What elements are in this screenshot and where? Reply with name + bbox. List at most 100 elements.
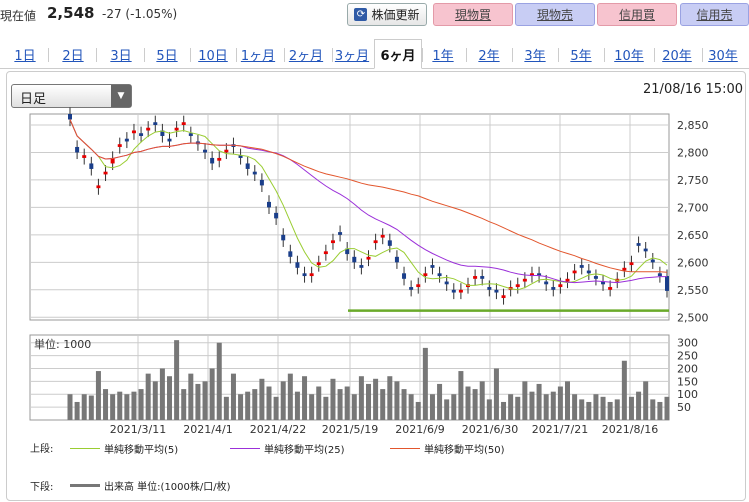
- candle-body: [480, 276, 485, 279]
- margin-sell-button[interactable]: 信用売: [680, 3, 749, 26]
- x-axis-label: 2021/4/1: [183, 423, 232, 436]
- period-select[interactable]: 日足 ▼: [11, 84, 132, 108]
- candle-body: [131, 130, 136, 134]
- cash-sell-button[interactable]: 現物売: [515, 3, 595, 26]
- candle-body: [437, 273, 442, 277]
- tab-0[interactable]: 1日: [14, 48, 36, 64]
- candle-body: [473, 276, 478, 279]
- chart-panel: [6, 71, 746, 501]
- volume-bar: [131, 391, 137, 420]
- volume-bar: [657, 401, 663, 420]
- volume-bar: [202, 381, 208, 420]
- candle-body: [366, 256, 371, 260]
- tab-12[interactable]: 5年: [570, 48, 592, 64]
- candle-body: [252, 171, 257, 175]
- candle-body: [188, 133, 193, 136]
- volume-bar: [252, 389, 258, 420]
- candle-body: [210, 157, 215, 164]
- candle-body: [345, 248, 350, 255]
- tab-separator: [190, 48, 191, 62]
- tab-separator: [604, 48, 605, 62]
- candle-body: [572, 270, 577, 274]
- candle-body: [387, 240, 392, 246]
- refresh-price-button[interactable]: ⟳ 株価更新: [347, 3, 427, 26]
- volume-bar: [230, 373, 236, 420]
- tab-2[interactable]: 3日: [110, 48, 132, 64]
- candle-body: [608, 287, 613, 290]
- volume-bar: [579, 399, 585, 420]
- legend-ma50: 単純移動平均(50): [424, 445, 505, 456]
- candle-body: [544, 281, 549, 285]
- candle-body: [96, 185, 101, 189]
- volume-bar: [294, 391, 300, 420]
- volume-bar: [636, 391, 642, 420]
- volume-bar: [330, 378, 336, 420]
- candle-body: [75, 146, 80, 153]
- volume-bar: [387, 376, 393, 420]
- tab-3[interactable]: 5日: [156, 48, 178, 64]
- volume-bar: [309, 394, 315, 420]
- refresh-price-label: 株価更新: [371, 8, 420, 22]
- candle-body: [316, 262, 321, 266]
- tab-8[interactable]: 6ヶ月: [374, 39, 422, 69]
- volume-bar: [607, 401, 613, 420]
- candle-body: [181, 122, 186, 125]
- ma25-swatch: [230, 448, 260, 449]
- tab-separator: [48, 48, 49, 62]
- tab-4[interactable]: 10日: [198, 48, 228, 64]
- price-tick-label: 2,600: [677, 256, 709, 269]
- volume-bar: [195, 383, 201, 420]
- volume-bar: [472, 389, 478, 420]
- candle-body: [622, 267, 627, 271]
- volume-bar: [586, 401, 592, 420]
- candle-body: [103, 171, 108, 175]
- volume-bar: [174, 340, 180, 420]
- volume-bar: [614, 399, 620, 420]
- candle-body: [636, 243, 641, 246]
- tab-6[interactable]: 2ヶ月: [288, 48, 324, 64]
- volume-bar: [238, 394, 244, 420]
- price-tick-label: 2,500: [677, 311, 709, 324]
- candle-body: [68, 114, 72, 120]
- volume-bar: [486, 399, 492, 420]
- tab-15[interactable]: 30年: [708, 48, 738, 64]
- price-tick-label: 2,750: [677, 174, 709, 187]
- cash-buy-button[interactable]: 現物買: [433, 3, 513, 26]
- candle-body: [601, 281, 606, 285]
- candle-body: [394, 256, 399, 263]
- volume-bar: [358, 376, 364, 420]
- volume-bar: [543, 394, 549, 420]
- candle-body: [281, 234, 286, 241]
- price-tick-label: 2,800: [677, 146, 709, 159]
- legend-lower-label: 下段:: [30, 481, 54, 493]
- volume-tick-label: 150: [677, 375, 698, 388]
- volume-tick-label: 100: [677, 388, 698, 401]
- volume-bar: [508, 394, 514, 420]
- candle-body: [451, 289, 456, 293]
- ma50-swatch: [390, 448, 420, 449]
- tab-13[interactable]: 10年: [614, 48, 644, 64]
- volume-bar: [458, 371, 464, 420]
- tab-14[interactable]: 20年: [662, 48, 692, 64]
- tab-10[interactable]: 2年: [478, 48, 500, 64]
- tab-1[interactable]: 2日: [62, 48, 84, 64]
- chart-legend: 上段: 単純移動平均(5) 単純移動平均(25) 単純移動平均(50) 下段: …: [30, 440, 680, 496]
- volume-bar: [117, 391, 123, 420]
- tab-separator: [236, 48, 237, 62]
- margin-buy-button[interactable]: 信用買: [597, 3, 677, 26]
- tab-5[interactable]: 1ヶ月: [240, 48, 276, 64]
- volume-bar: [465, 386, 471, 420]
- tab-9[interactable]: 1年: [432, 48, 454, 64]
- candle-body: [551, 287, 556, 290]
- volume-bar: [501, 401, 507, 420]
- volume-bar: [110, 394, 116, 420]
- volume-bar: [444, 399, 450, 420]
- tab-11[interactable]: 3年: [524, 48, 546, 64]
- candle-body: [323, 251, 328, 255]
- candle-body: [124, 138, 129, 142]
- tab-7[interactable]: 3ヶ月: [334, 48, 370, 64]
- volume-bar: [302, 376, 308, 420]
- candle-body: [430, 265, 435, 268]
- legend-volume: 出来高 単位:(1000株/口/枚): [104, 482, 231, 493]
